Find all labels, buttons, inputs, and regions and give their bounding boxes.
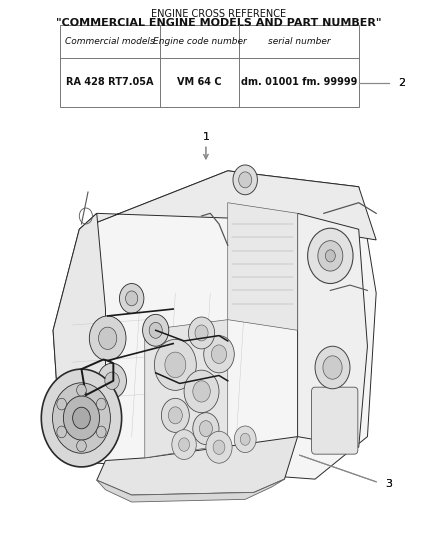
Circle shape	[149, 322, 162, 338]
Circle shape	[168, 407, 182, 424]
Circle shape	[98, 364, 127, 398]
Circle shape	[126, 291, 138, 306]
Polygon shape	[145, 320, 228, 458]
Circle shape	[323, 356, 342, 379]
Circle shape	[105, 372, 119, 390]
Circle shape	[57, 426, 67, 438]
Circle shape	[179, 438, 190, 451]
Text: serial number: serial number	[268, 37, 330, 46]
Text: 2: 2	[398, 78, 405, 88]
Text: dm. 01001 fm. 99999: dm. 01001 fm. 99999	[241, 77, 357, 87]
FancyBboxPatch shape	[311, 387, 358, 454]
Circle shape	[212, 345, 226, 364]
Polygon shape	[97, 479, 285, 502]
Circle shape	[193, 381, 210, 402]
Circle shape	[77, 384, 86, 396]
Circle shape	[213, 440, 225, 455]
Circle shape	[99, 327, 117, 350]
Polygon shape	[53, 213, 106, 461]
Polygon shape	[97, 437, 297, 495]
Text: Commercial models: Commercial models	[65, 37, 155, 46]
FancyBboxPatch shape	[60, 25, 359, 107]
Circle shape	[172, 430, 196, 459]
Circle shape	[154, 340, 196, 390]
Circle shape	[143, 314, 169, 346]
Text: 3: 3	[385, 480, 392, 489]
Text: ENGINE CROSS REFERENCE: ENGINE CROSS REFERENCE	[152, 9, 286, 19]
Circle shape	[165, 352, 186, 377]
Circle shape	[41, 369, 122, 467]
Circle shape	[195, 325, 208, 341]
Circle shape	[161, 398, 189, 432]
Text: 3: 3	[385, 480, 392, 489]
Circle shape	[315, 346, 350, 389]
Text: VM 64 C: VM 64 C	[177, 77, 222, 87]
Text: Engine code number: Engine code number	[152, 37, 246, 46]
Text: RA 428 RT7.05A: RA 428 RT7.05A	[66, 77, 153, 87]
Circle shape	[206, 431, 232, 463]
Text: "COMMERCIAL ENGINE MODELS AND PART NUMBER": "COMMERCIAL ENGINE MODELS AND PART NUMBE…	[56, 18, 382, 28]
Circle shape	[73, 407, 90, 429]
Circle shape	[96, 426, 106, 438]
Text: 1: 1	[202, 132, 209, 142]
Circle shape	[96, 398, 106, 410]
Circle shape	[199, 421, 212, 437]
Circle shape	[325, 250, 336, 262]
Circle shape	[204, 336, 234, 373]
Text: 2: 2	[398, 78, 405, 88]
Circle shape	[89, 316, 126, 361]
Circle shape	[120, 284, 144, 313]
Circle shape	[53, 383, 110, 453]
Text: 1: 1	[202, 132, 209, 142]
Circle shape	[193, 413, 219, 445]
Circle shape	[234, 426, 256, 453]
Circle shape	[239, 172, 252, 188]
Circle shape	[57, 398, 67, 410]
Circle shape	[184, 370, 219, 413]
Circle shape	[77, 440, 86, 452]
Polygon shape	[228, 203, 297, 330]
Circle shape	[240, 433, 250, 445]
Circle shape	[64, 396, 99, 440]
Circle shape	[307, 228, 353, 284]
Circle shape	[188, 317, 215, 349]
Circle shape	[233, 165, 258, 195]
Polygon shape	[79, 171, 376, 240]
Circle shape	[318, 241, 343, 271]
Polygon shape	[297, 213, 367, 447]
Polygon shape	[53, 171, 376, 479]
